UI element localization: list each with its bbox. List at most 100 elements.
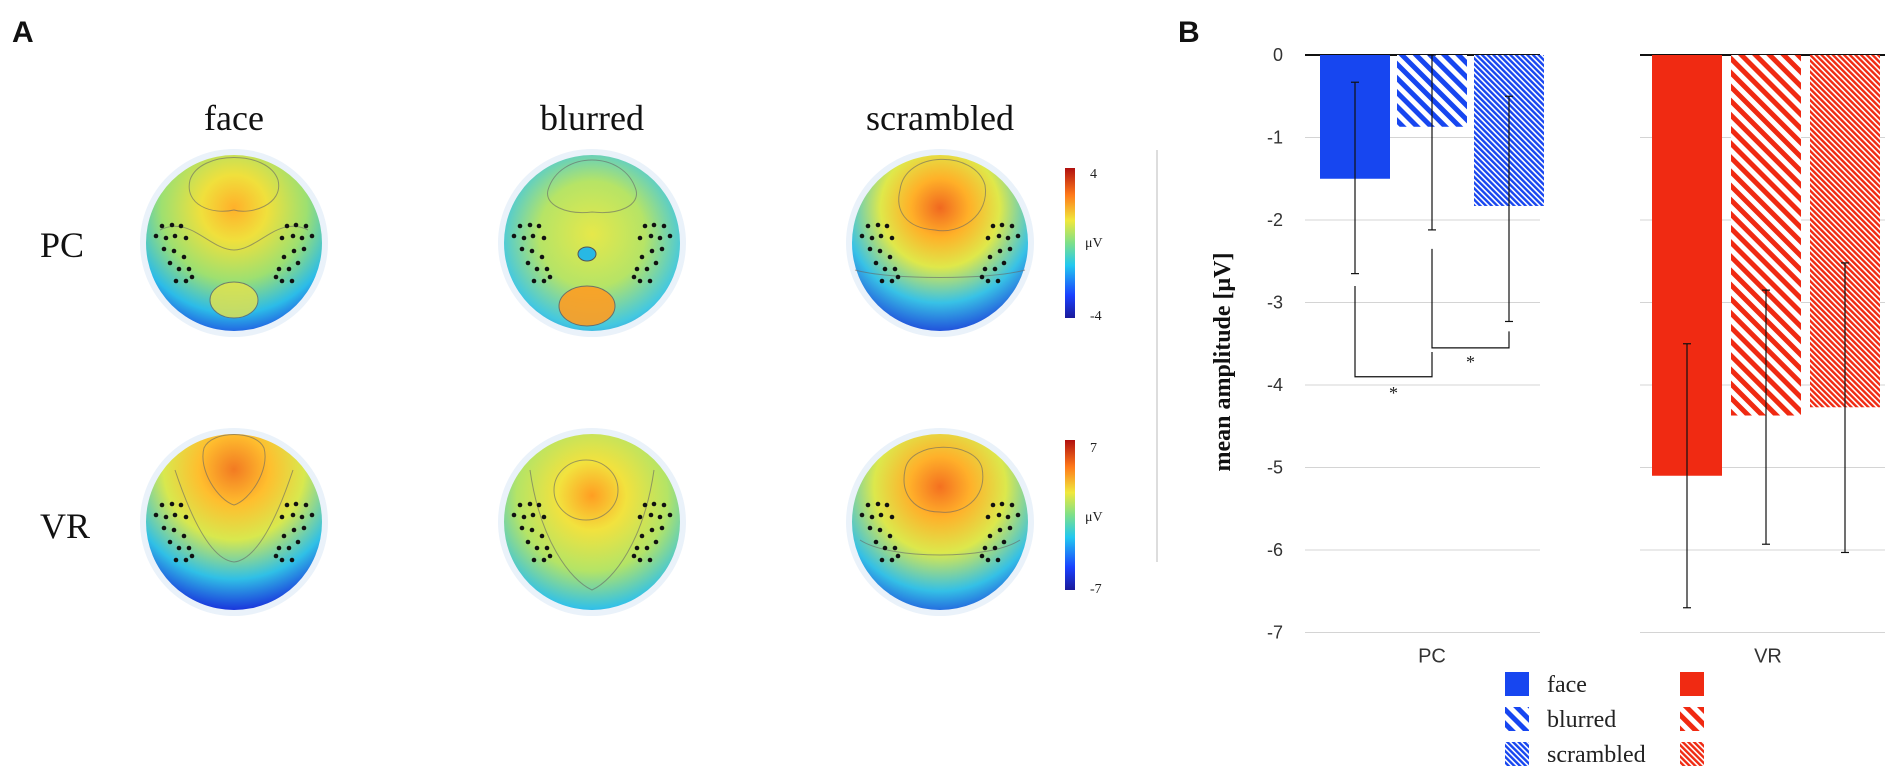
electrode-dot: [295, 539, 301, 545]
electrode-dot: [985, 278, 991, 284]
electrode-dot: [979, 274, 985, 280]
topomap-pc-scrambled: [846, 149, 1034, 337]
electrode-dot: [987, 254, 993, 260]
panel-label-a: A: [12, 16, 34, 49]
electrode-dot: [525, 260, 531, 266]
electrode-dot: [534, 545, 540, 551]
electrode-dot: [517, 502, 523, 508]
electrode-dot: [878, 233, 884, 239]
topomap-pc-face: [140, 149, 328, 337]
electrode-dot: [279, 278, 285, 284]
electrode-dot: [859, 512, 865, 518]
electrode-dot: [159, 502, 165, 508]
electrode-dot: [544, 545, 550, 551]
legend-label-blurred: blurred: [1547, 707, 1616, 733]
electrode-dot: [996, 233, 1002, 239]
electrode-dot: [647, 557, 653, 563]
electrode-dot: [286, 545, 292, 551]
electrode-dot: [895, 274, 901, 280]
electrode-dot: [642, 223, 648, 229]
electrode-dot: [169, 222, 175, 228]
electrode-dot: [879, 278, 885, 284]
legend-swatch-red-face: [1680, 672, 1704, 696]
electrode-dot: [887, 254, 893, 260]
electrode-dot: [172, 233, 178, 239]
electrode-dot: [869, 514, 875, 520]
electrode-dot: [884, 502, 890, 508]
electrode-dot: [171, 527, 177, 533]
electrode-dot: [879, 557, 885, 563]
electrode-dot: [887, 533, 893, 539]
electrode-dot: [985, 557, 991, 563]
electrode-dot: [309, 233, 315, 239]
electrode-dot: [279, 557, 285, 563]
electrode-dot: [653, 260, 659, 266]
electrode-dot: [892, 545, 898, 551]
electrode-dot: [869, 235, 875, 241]
y-axis-label: mean amplitude [μV]: [1210, 253, 1236, 472]
topomap-col-scrambled: scrambled: [866, 98, 1014, 138]
electrode-dot: [1001, 260, 1007, 266]
electrode-dot: [997, 527, 1003, 533]
electrode-dot: [303, 223, 309, 229]
topomap-row-vr: VR: [40, 506, 90, 546]
electrode-dot: [649, 248, 655, 254]
colorbar-pc-min: -4: [1090, 309, 1102, 324]
electrode-dot: [982, 545, 988, 551]
electrode-dot: [877, 527, 883, 533]
electrode-dot: [181, 533, 187, 539]
electrode-dot: [279, 235, 285, 241]
electrode-dot: [176, 545, 182, 551]
electrode-dot: [634, 545, 640, 551]
panel-label-b: B: [1178, 16, 1200, 49]
electrode-dot: [865, 223, 871, 229]
electrode-dot: [529, 527, 535, 533]
electrode-dot: [987, 533, 993, 539]
electrode-dot: [531, 557, 537, 563]
electrode-dot: [530, 233, 536, 239]
electrode-dot: [183, 278, 189, 284]
electrode-dot: [153, 512, 159, 518]
electrode-dot: [1001, 539, 1007, 545]
electrode-dot: [183, 514, 189, 520]
electrode-dot: [648, 233, 654, 239]
topomap-vr-scrambled: [846, 428, 1034, 616]
electrode-dot: [290, 512, 296, 518]
electrode-dot: [176, 266, 182, 272]
electrode-dot: [169, 501, 175, 507]
electrode-dot: [1007, 525, 1013, 531]
electrode-dot: [631, 553, 637, 559]
electrode-dot: [637, 514, 643, 520]
y-tick-label: -5: [1267, 458, 1283, 478]
electrode-dot: [281, 533, 287, 539]
electrode-dot: [979, 553, 985, 559]
electrode-dot: [884, 223, 890, 229]
electrode-dot: [530, 512, 536, 518]
electrode-dot: [163, 514, 169, 520]
electrode-dot: [161, 246, 167, 252]
electrode-dot: [290, 233, 296, 239]
y-tick-label: -1: [1267, 128, 1283, 148]
electrode-dot: [299, 514, 305, 520]
electrode-dot: [637, 235, 643, 241]
electrode-dot: [273, 553, 279, 559]
electrode-dot: [999, 501, 1005, 507]
y-tick-label: -2: [1267, 210, 1283, 230]
electrode-dot: [286, 266, 292, 272]
electrode-dot: [1009, 502, 1015, 508]
topomap-row-pc: PC: [40, 225, 84, 265]
electrode-dot: [301, 246, 307, 252]
electrode-dot: [882, 545, 888, 551]
electrode-dot: [541, 278, 547, 284]
electrode-dot: [527, 501, 533, 507]
electrode-dot: [873, 260, 879, 266]
electrode-dot: [173, 278, 179, 284]
electrode-dot: [642, 502, 648, 508]
y-tick-label: 0: [1273, 45, 1283, 65]
electrode-dot: [173, 557, 179, 563]
topomap-pc-blurred: [498, 149, 686, 337]
electrode-dot: [990, 223, 996, 229]
electrode-dot: [889, 557, 895, 563]
electrode-dot: [990, 502, 996, 508]
electrode-dot: [992, 545, 998, 551]
